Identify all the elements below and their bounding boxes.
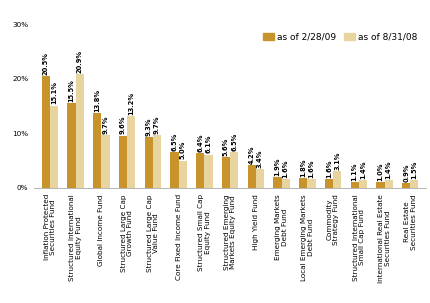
Text: 9.6%: 9.6%: [120, 116, 126, 135]
Text: 1.4%: 1.4%: [360, 161, 366, 179]
Bar: [256, 169, 264, 188]
Bar: [68, 103, 76, 188]
Bar: [230, 152, 238, 188]
Bar: [307, 179, 316, 188]
Bar: [76, 74, 84, 188]
Bar: [144, 137, 153, 188]
Text: 6.5%: 6.5%: [172, 133, 178, 151]
Text: 0.9%: 0.9%: [403, 163, 409, 182]
Text: 6.1%: 6.1%: [206, 135, 212, 154]
Text: 1.6%: 1.6%: [326, 160, 332, 178]
Text: 1.8%: 1.8%: [300, 158, 306, 177]
Bar: [376, 182, 384, 188]
Bar: [384, 180, 393, 188]
Bar: [119, 135, 127, 188]
Bar: [282, 179, 290, 188]
Bar: [222, 157, 230, 188]
Text: 1.6%: 1.6%: [283, 160, 289, 178]
Text: 9.3%: 9.3%: [146, 118, 152, 136]
Text: 1.4%: 1.4%: [386, 161, 392, 179]
Text: 6.4%: 6.4%: [197, 133, 203, 152]
Text: 9.7%: 9.7%: [102, 115, 108, 134]
Bar: [101, 135, 110, 188]
Text: 6.5%: 6.5%: [231, 133, 237, 151]
Text: 20.9%: 20.9%: [77, 50, 83, 73]
Bar: [204, 155, 212, 188]
Text: 9.7%: 9.7%: [154, 115, 160, 134]
Bar: [153, 135, 161, 188]
Bar: [359, 180, 367, 188]
Text: 1.5%: 1.5%: [412, 160, 418, 178]
Bar: [170, 152, 178, 188]
Text: 1.0%: 1.0%: [378, 163, 384, 181]
Bar: [127, 116, 135, 188]
Bar: [273, 178, 282, 188]
Text: 15.1%: 15.1%: [51, 82, 57, 105]
Bar: [299, 178, 307, 188]
Text: 13.8%: 13.8%: [94, 88, 100, 112]
Legend: as of 2/28/09, as of 8/31/08: as of 2/28/09, as of 8/31/08: [259, 29, 421, 45]
Bar: [178, 161, 187, 188]
Text: 3.1%: 3.1%: [334, 152, 340, 170]
Text: 3.4%: 3.4%: [257, 150, 263, 168]
Bar: [50, 105, 58, 188]
Text: 20.5%: 20.5%: [43, 52, 49, 75]
Bar: [42, 76, 50, 188]
Text: 15.5%: 15.5%: [68, 79, 74, 102]
Bar: [93, 113, 101, 188]
Text: 1.1%: 1.1%: [352, 162, 358, 181]
Bar: [333, 171, 341, 188]
Bar: [410, 180, 418, 188]
Bar: [248, 165, 256, 188]
Text: 5.0%: 5.0%: [180, 141, 186, 159]
Text: 1.9%: 1.9%: [274, 158, 280, 176]
Text: 5.6%: 5.6%: [223, 138, 229, 156]
Text: 1.6%: 1.6%: [308, 160, 314, 178]
Bar: [325, 179, 333, 188]
Text: 4.2%: 4.2%: [249, 145, 255, 164]
Text: 13.2%: 13.2%: [128, 92, 134, 115]
Bar: [196, 153, 204, 188]
Bar: [402, 183, 410, 188]
Bar: [350, 182, 359, 188]
